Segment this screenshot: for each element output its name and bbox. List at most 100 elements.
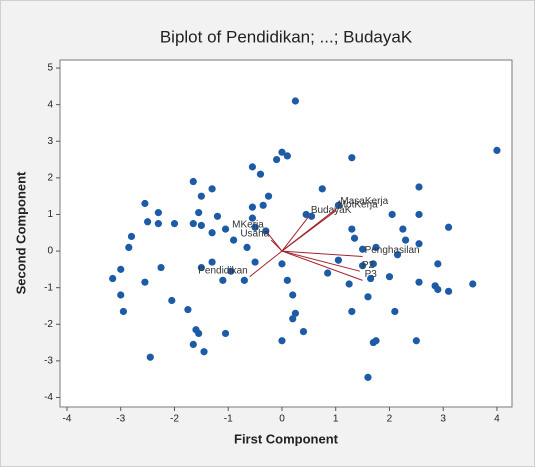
loading-vector (281, 250, 361, 272)
point (415, 210, 423, 219)
vector-label: MKerja (232, 220, 264, 231)
point (197, 221, 205, 230)
vector-label: BudayaK (311, 205, 352, 216)
y-tick-label: 5 (47, 63, 53, 74)
point (283, 276, 291, 284)
x-tick-label: -1 (224, 414, 233, 425)
point (372, 243, 380, 252)
loading-vector (281, 210, 337, 252)
point (291, 309, 300, 317)
x-tick-label: 4 (494, 414, 500, 425)
point (256, 170, 265, 178)
loading-vector (270, 239, 283, 252)
vector-label: P3 (365, 269, 378, 280)
vector-label: MasaKerja (340, 196, 388, 207)
vector-label: P2 (362, 260, 375, 271)
point (444, 287, 453, 295)
point (318, 185, 326, 193)
point (195, 329, 203, 338)
point (434, 285, 442, 294)
y-tick-label: 4 (47, 99, 53, 110)
point (278, 148, 286, 156)
point (248, 163, 257, 171)
point (345, 280, 353, 288)
point (251, 223, 259, 231)
point (444, 223, 453, 231)
point (358, 245, 367, 253)
y-tick-label: -1 (44, 282, 53, 293)
x-tick-label: 0 (279, 414, 285, 425)
y-tick-label: -4 (44, 392, 53, 403)
point (412, 337, 420, 345)
point (367, 274, 375, 283)
point (264, 192, 273, 200)
point (493, 146, 501, 155)
point (197, 263, 205, 272)
point (243, 243, 251, 252)
point (195, 209, 203, 217)
point (208, 185, 216, 193)
point (189, 220, 197, 228)
point (144, 218, 152, 226)
y-axis-label: Second Component (13, 171, 28, 294)
point (469, 280, 477, 288)
x-tick-label: -3 (116, 414, 125, 425)
loading-vector (281, 250, 363, 281)
loading-vector (281, 250, 363, 258)
point (364, 293, 372, 301)
point (401, 236, 410, 244)
point (393, 251, 402, 259)
point (184, 306, 192, 314)
point (334, 201, 343, 209)
vector-label: Penghasilan (365, 245, 420, 256)
point (259, 201, 267, 209)
chart-title: Biplot of Pendidikan; ...; BudayaK (160, 27, 413, 46)
point (154, 209, 162, 217)
point (358, 262, 367, 270)
y-tick-label: -2 (44, 319, 53, 330)
y-tick-label: 1 (47, 209, 53, 220)
point (348, 154, 356, 162)
loading-vector (249, 250, 283, 278)
vector-label: Usaha (240, 229, 269, 240)
point (221, 329, 230, 338)
y-tick-label: 2 (47, 173, 53, 184)
point (221, 225, 230, 233)
point (200, 348, 208, 356)
point (307, 212, 316, 220)
y-tick-label: -3 (44, 356, 53, 367)
point (213, 212, 222, 220)
x-tick-label: -4 (63, 414, 72, 425)
point (227, 267, 235, 275)
point (434, 260, 442, 268)
point (385, 273, 394, 281)
x-axis-label: First Component (234, 431, 339, 446)
point (348, 307, 356, 316)
point (240, 276, 248, 284)
loading-vector (281, 215, 310, 252)
plot-area (59, 59, 513, 408)
point (283, 152, 291, 160)
point (334, 256, 343, 264)
y-tick-label: 3 (47, 136, 53, 147)
vector-label: MotKerja (338, 199, 378, 210)
point (197, 192, 205, 200)
y-tick-label: 0 (47, 246, 53, 257)
point (146, 353, 154, 361)
point (248, 214, 257, 222)
vector-label: Pendidikan (198, 265, 247, 276)
point (278, 260, 286, 268)
point (291, 97, 300, 105)
point (168, 296, 176, 305)
point (348, 225, 356, 233)
point (350, 234, 359, 242)
point (364, 373, 372, 381)
point (272, 155, 281, 164)
point (125, 243, 133, 252)
point (324, 269, 332, 277)
point (391, 307, 399, 316)
point (415, 183, 423, 191)
point (208, 258, 216, 266)
point (157, 263, 165, 272)
point (119, 307, 128, 316)
